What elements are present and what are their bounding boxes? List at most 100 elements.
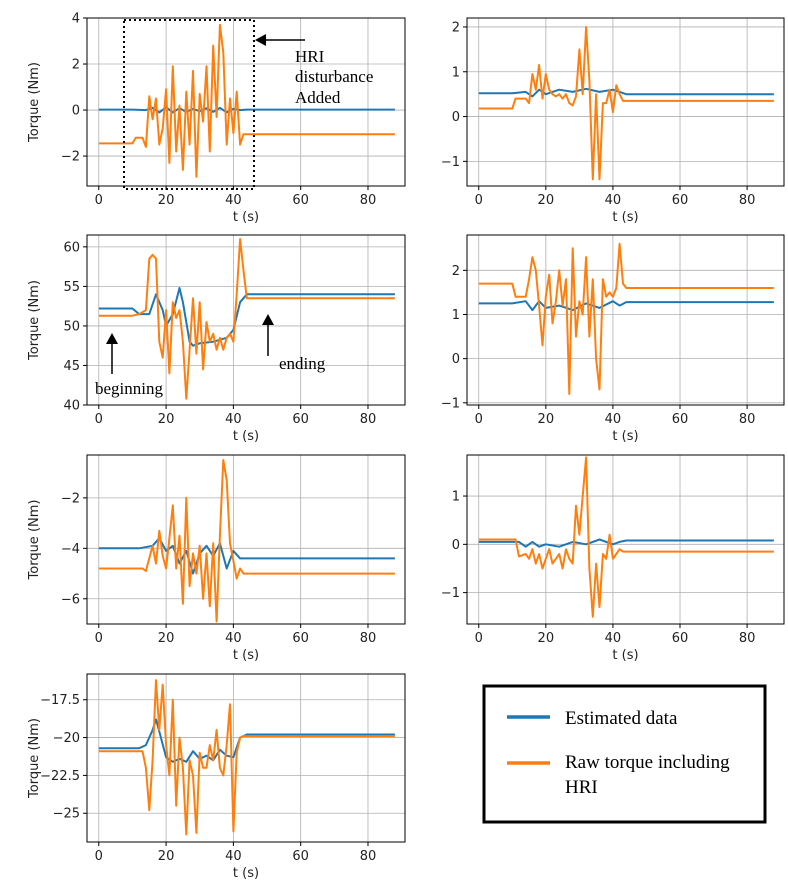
legend-raw-label-2: HRI	[565, 777, 598, 798]
axes-frame	[466, 454, 785, 625]
x-tick-label: 0	[475, 631, 483, 646]
hri-annotation: HRI disturbance Added	[123, 19, 373, 190]
x-tick-label: 60	[672, 412, 689, 427]
x-tick-label: 40	[605, 631, 622, 646]
raw-torque-line	[98, 23, 395, 178]
estimated-data-line	[98, 106, 395, 114]
x-tick-label: 0	[95, 631, 103, 646]
raw-torque-line	[98, 459, 395, 623]
estimated-data-line	[478, 300, 774, 312]
x-tick-label: 40	[225, 849, 242, 864]
x-tick-label: 60	[292, 193, 309, 208]
x-tick-label: 20	[538, 193, 555, 208]
axes-frame	[86, 673, 406, 843]
y-tick-label: 45	[63, 359, 80, 374]
x-tick-label: 40	[225, 412, 242, 427]
chart-panel-1: 0 20 40 60 80 −2 0 2 4 t (s) Torque (Nm)	[27, 12, 406, 225]
y-tick-label: −25	[53, 807, 80, 822]
x-tick-label: 20	[158, 412, 175, 427]
x-tick-label: 80	[360, 193, 377, 208]
ending-label: ending	[279, 354, 326, 373]
legend-raw-label-1: Raw torque including	[565, 752, 730, 773]
raw-torque-line	[478, 456, 774, 618]
y-tick-label: −20	[53, 731, 80, 746]
y-axis-label: Torque (Nm)	[27, 280, 42, 361]
axes-frame	[86, 234, 406, 406]
x-tick-label: 40	[605, 412, 622, 427]
y-tick-label: 1	[452, 65, 460, 80]
axes-frame	[466, 234, 785, 406]
beginning-arrowhead	[106, 333, 118, 344]
y-tick-label: 60	[63, 240, 80, 255]
hri-label-3: Added	[295, 88, 341, 107]
x-tick-label: 20	[158, 631, 175, 646]
hri-label-1: HRI	[295, 47, 325, 66]
x-tick-label: 0	[475, 412, 483, 427]
x-tick-label: 0	[95, 193, 103, 208]
y-tick-label: −17.5	[40, 693, 80, 708]
y-tick-label: 2	[452, 20, 460, 35]
chart-panel-6: 0 20 40 60 80 −1 0 1 t (s)	[441, 454, 785, 663]
y-tick-label: −6	[61, 592, 80, 607]
y-tick-label: −1	[441, 586, 460, 601]
y-tick-label: −2	[61, 150, 80, 165]
x-tick-label: 60	[672, 193, 689, 208]
legend-estimated-label: Estimated data	[565, 708, 678, 729]
x-tick-label: 60	[292, 631, 309, 646]
axes-frame	[466, 17, 785, 187]
x-axis-label: t (s)	[233, 648, 259, 663]
y-tick-label: 0	[452, 538, 460, 553]
chart-panel-7: 0 20 40 60 80 −25 −22.5 −20 −17.5 t (s) Torque (Nm…	[27, 673, 406, 881]
x-axis-label: t (s)	[233, 429, 259, 444]
x-tick-label: 60	[672, 631, 689, 646]
y-axis-label: Torque (Nm)	[27, 62, 42, 143]
x-tick-label: 80	[360, 631, 377, 646]
chart-panel-2: 0 20 40 60 80 −1 0 1 2 t (s)	[441, 17, 785, 225]
y-tick-label: 50	[63, 319, 80, 334]
x-tick-label: 20	[158, 193, 175, 208]
x-tick-label: 40	[225, 193, 242, 208]
y-tick-label: −2	[61, 491, 80, 506]
y-tick-label: −22.5	[40, 769, 80, 784]
estimated-data-line	[478, 538, 774, 548]
legend-box	[482, 684, 767, 824]
raw-torque-line	[98, 238, 395, 400]
beginning-annotation: beginning	[95, 333, 163, 398]
x-tick-label: 0	[95, 412, 103, 427]
ending-annotation: ending	[262, 314, 326, 373]
y-tick-label: 1	[452, 308, 460, 323]
y-tick-label: −4	[61, 542, 80, 557]
y-tick-label: −1	[441, 396, 460, 411]
chart-panel-4: 0 20 40 60 80 −1 0 1 2 t (s)	[441, 234, 785, 444]
chart-panel-5: 0 20 40 60 80 −6 −4 −2 t (s) Torque (Nm)	[27, 454, 406, 663]
x-tick-label: 20	[538, 412, 555, 427]
x-axis-label: t (s)	[233, 866, 259, 881]
y-axis-label: Torque (Nm)	[27, 718, 42, 799]
y-tick-label: 0	[72, 104, 80, 119]
x-tick-label: 80	[739, 631, 756, 646]
hri-dotted-box	[123, 19, 255, 190]
beginning-label: beginning	[95, 379, 163, 398]
y-tick-label: −1	[441, 155, 460, 170]
x-tick-label: 0	[475, 193, 483, 208]
x-tick-label: 20	[158, 849, 175, 864]
y-tick-label: 55	[63, 280, 80, 295]
x-tick-label: 80	[739, 412, 756, 427]
y-tick-label: 2	[72, 58, 80, 73]
y-tick-label: 0	[452, 110, 460, 125]
y-tick-label: 2	[452, 264, 460, 279]
y-tick-label: 0	[452, 352, 460, 367]
x-tick-label: 20	[538, 631, 555, 646]
y-axis-label: Torque (Nm)	[27, 500, 42, 581]
raw-torque-line	[478, 242, 774, 395]
estimated-data-line	[478, 87, 774, 98]
x-axis-label: t (s)	[233, 210, 259, 225]
x-tick-label: 60	[292, 412, 309, 427]
chart-panel-3: 0 20 40 60 80 40 45 50 55 60 t (s) Torque (Nm)	[27, 234, 406, 444]
x-tick-label: 80	[360, 412, 377, 427]
x-axis-label: t (s)	[612, 210, 638, 225]
x-tick-label: 80	[739, 193, 756, 208]
hri-arrowhead	[255, 34, 266, 46]
